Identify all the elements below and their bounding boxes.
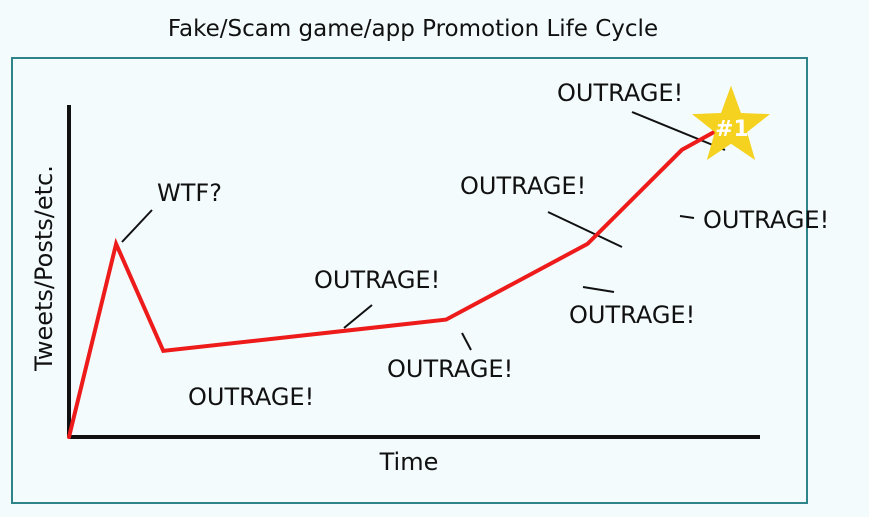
star-icon [692,85,770,160]
annotation-leader-0 [121,209,153,243]
annotation-label-4: OUTRAGE! [460,172,586,200]
annotation-leader-5 [582,286,615,293]
annotation-label-7: OUTRAGE! [703,206,829,234]
annotation-leader-7 [679,215,695,219]
annotation-label-5: OUTRAGE! [569,301,695,329]
annotation-label-6: OUTRAGE! [557,79,683,107]
annotation-label-0: WTF? [157,179,222,207]
x-axis-label: Time [379,448,439,476]
star-badge-label: #1 [715,117,749,142]
y-axis-label: Tweets/Posts/etc. [30,165,58,372]
annotation-leader-6 [631,111,726,151]
annotation-leader-3 [461,332,472,351]
chart-frame [11,57,808,504]
annotation-label-1: OUTRAGE! [188,383,314,411]
annotation-label-2: OUTRAGE! [314,266,440,294]
annotation-leader-4 [547,211,623,248]
annotation-label-3: OUTRAGE! [387,355,513,383]
series-line [67,121,731,439]
chart-title: Fake/Scam game/app Promotion Life Cycle [167,16,659,42]
annotation-leader-2 [343,304,373,329]
